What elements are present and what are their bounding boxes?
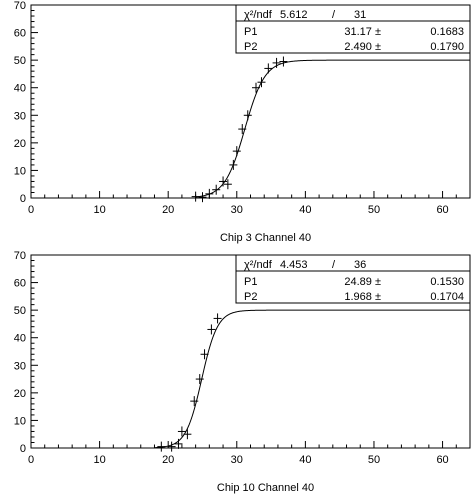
stats-chi2-label: χ²/ndf — [244, 9, 273, 21]
y-tick-label: 70 — [14, 0, 26, 12]
y-tick-label: 50 — [14, 55, 26, 67]
data-point — [198, 192, 207, 203]
x-tick-label: 0 — [28, 204, 34, 216]
data-point — [183, 429, 192, 440]
x-tick-label: 60 — [436, 204, 448, 216]
data-point — [190, 396, 199, 407]
data-point — [272, 57, 281, 68]
data-point — [174, 438, 183, 449]
data-point — [257, 77, 266, 88]
data-point — [212, 184, 221, 195]
stats-box — [235, 4, 471, 54]
x-tick-label: 10 — [93, 204, 105, 216]
data-point — [229, 159, 238, 170]
y-tick-label: 10 — [14, 415, 26, 427]
stats-box — [235, 254, 471, 304]
x-tick-label: 10 — [93, 454, 105, 466]
data-point — [167, 441, 176, 452]
panel-chip-10: 0 10 20 30 40 50 60 0 10 20 30 40 50 60 70 χ²/ndf 4.453 /… — [14, 250, 471, 494]
y-tick-label: 20 — [14, 138, 26, 150]
x-tick-label: 60 — [436, 454, 448, 466]
panel-chip-3: 0 10 20 30 40 50 60 0 10 20 30 40 50 60 70 χ²/ndf 5.612 /… — [14, 0, 471, 244]
stats-separator: / — [332, 9, 336, 21]
x-tick-label: 20 — [162, 454, 174, 466]
stats-param-name: P1 — [244, 276, 257, 288]
fit-curve — [195, 59, 470, 198]
x-tick-label: 50 — [368, 204, 380, 216]
x-tick-label: 40 — [299, 454, 311, 466]
x-tick-label: 30 — [231, 204, 243, 216]
x-tick-label: 40 — [299, 204, 311, 216]
y-tick-label: 30 — [14, 360, 26, 372]
y-tick-label: 40 — [14, 83, 26, 95]
stats-param-name: P2 — [244, 41, 257, 53]
data-point — [251, 82, 260, 93]
y-tick-label: 0 — [20, 193, 26, 205]
data-point — [213, 313, 222, 324]
y-tick-label: 60 — [14, 28, 26, 40]
fit-curve — [154, 309, 470, 449]
stats-param-value: 2.490 ± — [344, 41, 381, 53]
stats-param-error: 0.1530 — [430, 276, 464, 288]
x-tick-label: 30 — [231, 454, 243, 466]
y-tick-label: 50 — [14, 305, 26, 317]
stats-param-error: 0.1790 — [430, 41, 464, 53]
data-point — [207, 324, 216, 335]
stats-chi2-value: 4.453 — [280, 259, 308, 271]
data-point — [223, 179, 232, 190]
stats-param-name: P2 — [244, 291, 257, 303]
stats-param-name: P1 — [244, 26, 257, 38]
data-point — [191, 191, 200, 202]
data-point — [157, 441, 166, 452]
y-tick-label: 10 — [14, 165, 26, 177]
x-tick-label: 20 — [162, 204, 174, 216]
stats-separator: / — [332, 259, 336, 271]
y-tick-label: 40 — [14, 333, 26, 345]
y-tick-label: 30 — [14, 110, 26, 122]
data-point — [219, 176, 228, 187]
data-point — [264, 63, 273, 74]
stats-param-value: 24.89 ± — [344, 276, 381, 288]
stats-chi2-label: χ²/ndf — [244, 259, 273, 271]
data-point — [195, 374, 204, 385]
stats-ndf-value: 36 — [354, 259, 366, 271]
y-tick-label: 70 — [14, 250, 26, 262]
chart-caption: Chip 10 Channel 40 — [217, 482, 314, 494]
data-point — [200, 349, 209, 360]
y-tick-label: 20 — [14, 388, 26, 400]
stats-param-value: 31.17 ± — [344, 26, 381, 38]
x-tick-label: 0 — [28, 454, 34, 466]
chart-caption: Chip 3 Channel 40 — [220, 232, 311, 244]
y-tick-label: 60 — [14, 278, 26, 290]
stats-param-value: 1.968 ± — [344, 291, 381, 303]
stats-param-error: 0.1683 — [430, 26, 464, 38]
data-point — [177, 426, 186, 437]
x-tick-label: 50 — [368, 454, 380, 466]
stats-param-error: 0.1704 — [430, 291, 464, 303]
data-point — [232, 146, 241, 157]
data-point — [205, 188, 214, 199]
data-point — [238, 124, 247, 135]
y-tick-label: 0 — [20, 443, 26, 455]
data-point — [279, 56, 288, 67]
stats-chi2-value: 5.612 — [280, 9, 308, 21]
data-point — [243, 110, 252, 121]
stats-ndf-value: 31 — [354, 9, 366, 21]
